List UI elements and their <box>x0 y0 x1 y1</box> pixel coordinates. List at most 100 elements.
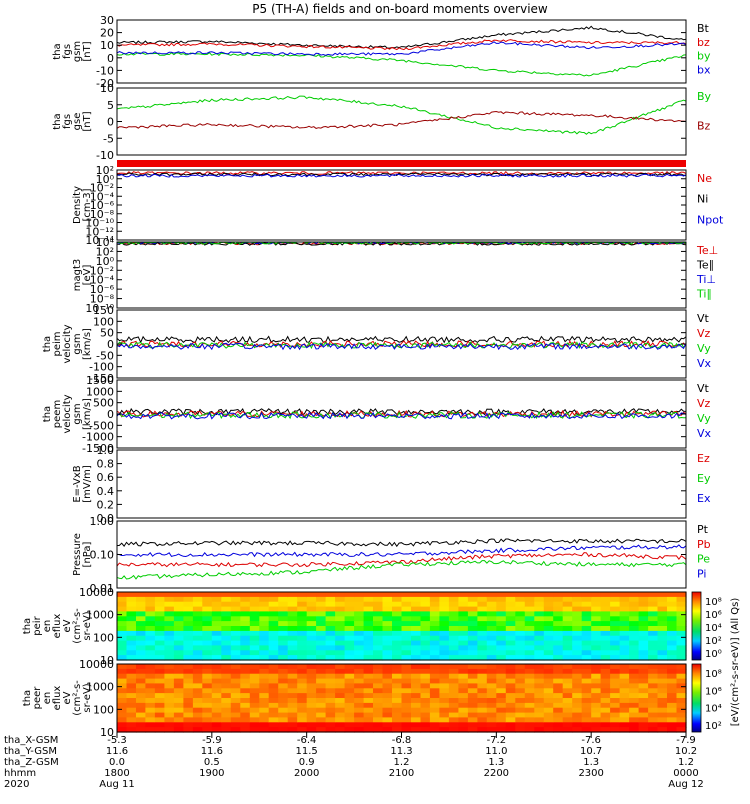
heatmap-cell <box>117 678 128 685</box>
heatmap-cell <box>467 678 478 685</box>
heatmap-cell <box>591 683 602 689</box>
heatmap-cell <box>429 693 440 699</box>
heatmap-cell <box>373 640 384 647</box>
heatmap-cell <box>610 621 621 627</box>
heatmap-cell <box>211 596 222 603</box>
heatmap-cell <box>458 626 469 632</box>
heatmap-cell <box>173 693 184 699</box>
heatmap-cell <box>439 673 450 680</box>
heatmap-cell <box>619 717 630 723</box>
heatmap-cell <box>183 596 194 603</box>
heatmap-cell <box>401 688 412 694</box>
heatmap-cell <box>524 621 535 627</box>
heatmap-cell <box>335 664 346 670</box>
heatmap-cell <box>572 717 583 723</box>
heatmap-cell <box>619 664 630 670</box>
heatmap-cell <box>325 645 336 651</box>
heatmap-cell <box>600 621 611 627</box>
heatmap-cell <box>439 606 450 613</box>
heatmap-cell <box>268 606 279 613</box>
heatmap-cell <box>524 645 535 651</box>
heatmap-cell <box>335 702 346 709</box>
heatmap-cell <box>524 673 535 680</box>
heatmap-cell <box>192 626 203 632</box>
heatmap-cell <box>448 616 459 622</box>
heatmap-cell <box>154 727 165 733</box>
heatmap-cell <box>363 650 374 656</box>
heatmap-cell <box>230 722 241 728</box>
heatmap-cell <box>524 722 535 728</box>
heatmap-cell <box>486 668 497 675</box>
heatmap-cell <box>373 707 384 714</box>
heatmap-cell <box>164 616 175 622</box>
heatmap-cell <box>458 621 469 627</box>
heatmap-cell <box>183 727 194 733</box>
heatmap-cell <box>373 650 384 656</box>
heatmap-cell <box>572 616 583 622</box>
heatmap-cell <box>297 722 308 728</box>
y-tick-label: 1000 <box>86 609 114 622</box>
heatmap-cell <box>382 693 393 699</box>
heatmap-cell <box>600 606 611 613</box>
heatmap-cell <box>249 635 260 642</box>
axis-label: tha <box>42 336 53 352</box>
heatmap-cell <box>515 683 526 689</box>
heatmap-cell <box>382 626 393 632</box>
heatmap-cell <box>344 698 355 704</box>
heatmap-cell <box>268 611 279 617</box>
heatmap-cell <box>439 702 450 709</box>
heatmap-cell <box>619 630 630 637</box>
heatmap-cell <box>221 722 232 728</box>
heatmap-cell <box>259 592 270 598</box>
heatmap-cell <box>581 702 592 709</box>
heatmap-cell <box>240 635 251 642</box>
heatmap-cell <box>259 688 270 694</box>
heatmap-cell <box>306 712 317 719</box>
heatmap-cell <box>420 616 431 622</box>
heatmap-cell <box>429 717 440 723</box>
heatmap-cell <box>211 650 222 656</box>
heatmap-cell <box>458 727 469 733</box>
heatmap-cell <box>382 635 393 642</box>
heatmap-cell <box>496 693 507 699</box>
heatmap-cell <box>534 664 545 670</box>
axis-label: peer <box>32 686 43 710</box>
heatmap-cell <box>515 673 526 680</box>
heatmap-cell <box>183 616 194 622</box>
heatmap-cell <box>657 712 668 719</box>
heatmap-cell <box>354 673 365 680</box>
heatmap-cell <box>136 673 147 680</box>
heatmap-cell <box>486 707 497 714</box>
series-line-Vt <box>116 407 687 416</box>
heatmap-cell <box>249 655 260 661</box>
heatmap-cell <box>136 683 147 689</box>
heatmap-cell <box>316 702 327 709</box>
heatmap-cell <box>638 635 649 642</box>
heatmap-cell <box>316 693 327 699</box>
heatmap-cell <box>448 596 459 603</box>
heatmap-cell <box>249 611 260 617</box>
heatmap-cell <box>117 683 128 689</box>
x-tick-value: 0.0 <box>109 757 125 768</box>
heatmap-cell <box>629 717 640 723</box>
heatmap-cell <box>192 707 203 714</box>
heatmap-cell <box>524 712 535 719</box>
heatmap-cell <box>572 727 583 733</box>
heatmap-cell <box>297 592 308 598</box>
heatmap-cell <box>240 717 251 723</box>
heatmap-cell <box>496 702 507 709</box>
heatmap-cell <box>145 668 156 675</box>
heatmap-cell <box>117 621 128 627</box>
heatmap-cell <box>429 722 440 728</box>
heatmap-cell <box>354 616 365 622</box>
heatmap-cell <box>600 630 611 637</box>
x-row-label: tha_X-GSM <box>4 735 58 746</box>
heatmap-cell <box>439 712 450 719</box>
heatmap-cell <box>382 596 393 603</box>
heatmap-cell <box>411 722 422 728</box>
heatmap-cell <box>401 693 412 699</box>
heatmap-cell <box>543 606 554 613</box>
heatmap-cell <box>562 606 573 613</box>
